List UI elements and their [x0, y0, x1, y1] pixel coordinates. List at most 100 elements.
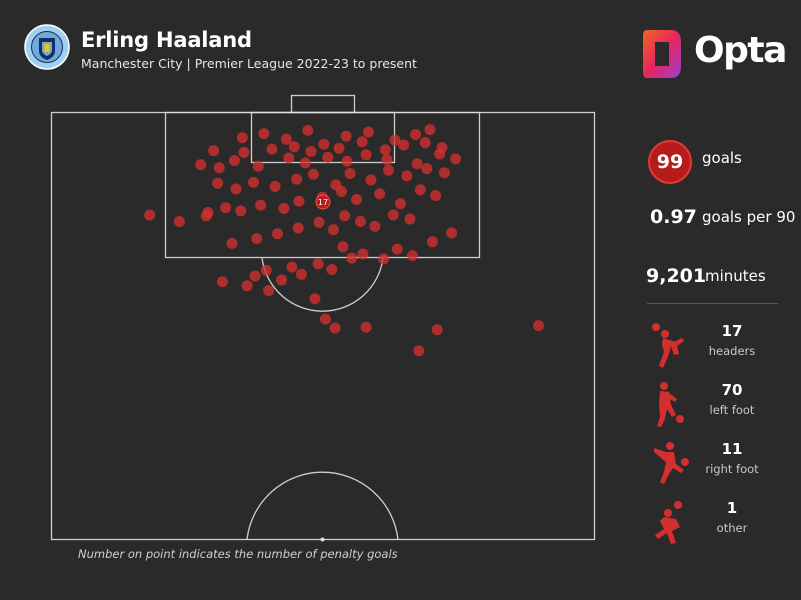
other-row: 1 other: [640, 499, 800, 551]
goal-frame: [290, 94, 356, 114]
opta-logo-icon: [643, 30, 681, 78]
goal-dot: [414, 184, 426, 196]
club-crest-icon: [24, 24, 70, 70]
goal-dot: [307, 168, 319, 180]
goal-dot: [248, 176, 259, 188]
goal-dot: [395, 198, 406, 210]
goal-dot: [269, 181, 281, 192]
centre-circle: [246, 471, 399, 540]
goal-dot: [369, 220, 381, 232]
goal-dot: [357, 248, 369, 260]
goal-dot: [255, 199, 267, 211]
goals-count-badge: 99: [648, 140, 692, 184]
goal-dot: [293, 195, 305, 207]
stats-divider: [647, 303, 778, 304]
goal-dot: [381, 154, 393, 166]
goal-dot: [389, 134, 401, 146]
left-foot-icon: [657, 382, 684, 427]
goal-dot: [356, 136, 368, 148]
goal-dot: [424, 124, 436, 136]
goal-dot: [410, 129, 422, 140]
goal-dot: [220, 202, 232, 214]
goal-dot: [252, 160, 264, 172]
goal-dot: [404, 213, 416, 225]
goal-dot: [322, 151, 334, 163]
goal-dot: [313, 216, 325, 228]
goal-dot: [144, 209, 156, 221]
goal-dot: [421, 163, 433, 175]
goal-dot: [365, 174, 377, 186]
goal-dot: [533, 320, 545, 332]
goals-label: goals: [702, 149, 742, 167]
goal-dot: [411, 158, 423, 170]
left-foot-row: 70 left foot: [640, 381, 800, 433]
goal-dot: [280, 133, 292, 145]
right-foot-label: right foot: [705, 462, 759, 476]
goal-dot: [295, 268, 307, 280]
goal-dot: [326, 264, 338, 275]
goal-dot: [195, 159, 207, 171]
right-foot-icon: [654, 442, 689, 484]
goal-dot: [419, 137, 431, 149]
left-foot-count: 70: [721, 381, 743, 399]
goal-dot: [450, 153, 462, 165]
goal-dot: [312, 258, 324, 270]
goals-per-90-value: 0.97: [650, 206, 697, 228]
goal-dot: [355, 216, 366, 227]
goal-dot: [333, 142, 345, 154]
goal-dot: [266, 143, 278, 155]
goal-dot: [208, 145, 220, 157]
goal-dot: [446, 227, 458, 239]
headers-count: 17: [721, 322, 743, 340]
goal-dot: [431, 324, 443, 336]
goal-dot: [391, 243, 403, 255]
goal-dot: [387, 209, 399, 221]
goal-dot: [228, 155, 240, 166]
goal-dot: [319, 313, 331, 325]
other-label: other: [716, 521, 748, 535]
centre-spot: [320, 537, 325, 542]
penalty-goals-dot: [315, 194, 331, 210]
goal-dot: [213, 162, 225, 174]
footnote: Number on point indicates the number of …: [78, 547, 398, 561]
goal-dot: [337, 241, 349, 253]
goal-dot: [173, 216, 185, 227]
goal-dot: [344, 168, 356, 179]
other-icon: [655, 501, 682, 544]
goal-dot: [360, 321, 372, 333]
goal-dot: [278, 203, 290, 214]
goal-dot: [230, 183, 242, 195]
penalty-goals-label: 17: [318, 198, 328, 207]
goal-dot: [226, 237, 238, 249]
player-name-title: Erling Haaland: [81, 28, 252, 52]
goal-dot: [398, 139, 410, 151]
goal-dot: [406, 250, 418, 262]
goal-dot: [260, 264, 272, 276]
goal-dot: [327, 224, 339, 236]
minutes-value: 9,201: [646, 265, 707, 287]
other-count: 1: [726, 499, 738, 517]
goal-dot: [339, 210, 351, 222]
penalty-point-group: 17: [315, 194, 331, 210]
goal-dot: [430, 190, 442, 201]
goal-dot: [258, 128, 270, 140]
headers-label: headers: [708, 344, 756, 358]
goal-dot: [383, 164, 394, 176]
goal-dot: [251, 233, 263, 245]
goal-dot: [363, 126, 374, 138]
team-league-subtitle: Manchester City | Premier League 2022-23…: [81, 56, 417, 71]
goal-dot: [216, 276, 228, 288]
goal-dot: [329, 322, 341, 334]
goal-dot: [238, 146, 250, 158]
pitch-outline: [50, 111, 596, 541]
goal-dot: [263, 285, 275, 297]
goal-dot: [236, 132, 248, 144]
goal-dot: [302, 124, 314, 136]
goal-dot: [212, 177, 224, 189]
goal-dot: [235, 205, 247, 217]
goal-dot: [426, 236, 438, 248]
goal-dot: [340, 130, 352, 142]
goal-dot: [305, 146, 317, 157]
goal-dot: [299, 157, 311, 169]
